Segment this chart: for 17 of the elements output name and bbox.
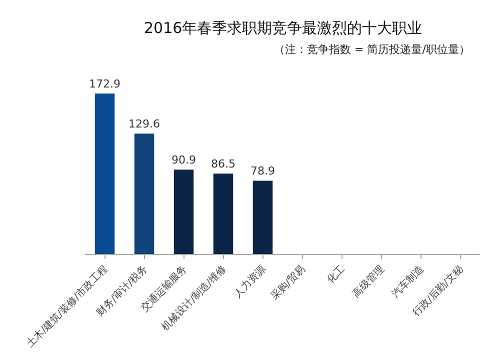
data-label: 78.9 — [250, 164, 276, 178]
data-label: 90.9 — [172, 154, 196, 167]
data-label: 86.5 — [211, 158, 236, 171]
bar — [174, 170, 194, 254]
bar — [94, 93, 115, 254]
x-tick-label: 高级管理 — [350, 263, 387, 300]
chart-title: 2016年春季求职期竞争最激烈的十大职业 — [144, 19, 422, 37]
x-tick-label: 人力资源 — [232, 263, 268, 300]
x-tick-label: 采购/贸易 — [268, 263, 308, 302]
bar — [134, 134, 154, 254]
bar — [252, 180, 273, 254]
chart-subtitle: （注：竞争指数 = 简历投递量/职位量） — [274, 43, 470, 56]
x-tick-label: 汽车制造 — [390, 263, 426, 300]
data-label: 172.9 — [89, 77, 121, 90]
x-tick-label: 化工 — [324, 263, 348, 286]
data-label: 129.6 — [128, 118, 160, 131]
bar — [213, 174, 234, 254]
